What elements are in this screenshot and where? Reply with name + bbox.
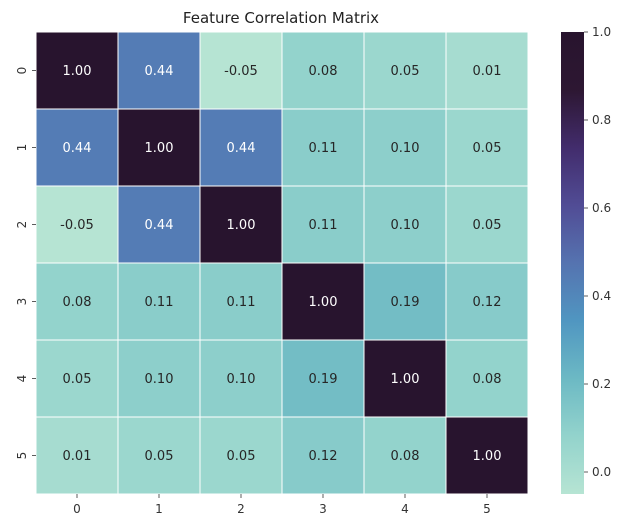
heatmap-cell [363,185,447,264]
heatmap-cell-label: 0.44 [145,64,174,79]
colorbar [561,32,584,494]
heatmap-cell [363,31,447,110]
colorbar-tick-label: 0.6 [592,201,611,215]
y-tick-label: 3 [15,298,29,306]
heatmap-cell-label: -0.05 [224,64,258,79]
heatmap-cell-label: 0.05 [391,64,420,79]
heatmap-cell-label: 1.00 [63,64,92,79]
heatmap-cell [35,262,119,341]
heatmap-cell-label: 0.05 [473,141,502,156]
heatmap-cell-label: 0.44 [63,141,92,156]
heatmap-cell [117,31,201,110]
heatmap-cell-label: 0.05 [63,372,92,387]
colorbar-tick-label: 0.8 [592,113,611,127]
heatmap-cell-label: 0.10 [391,141,420,156]
heatmap-cell-label: 0.05 [473,218,502,233]
heatmap-cell-label: 0.08 [473,372,502,387]
x-tick-label: 3 [319,502,327,516]
heatmap-cell-label: 0.08 [309,64,338,79]
heatmap-cell-label: 0.05 [145,449,174,464]
heatmap-cell-label: 0.10 [145,372,174,387]
heatmap-cell [281,108,365,187]
colorbar-tick-label: 0.2 [592,377,611,391]
heatmap-cell [363,339,447,418]
heatmap-cell-label: 1.00 [391,372,420,387]
heatmap-cell-label: 1.00 [309,295,338,310]
heatmap-cell-label: 0.08 [63,295,92,310]
x-tick-label: 0 [73,502,81,516]
heatmap-cell-label: 0.19 [309,372,338,387]
heatmap-cell [445,416,529,495]
heatmap-cell [445,339,529,418]
x-axis-ticks: 0 1 2 3 4 5 [73,494,491,516]
y-tick-label: 5 [15,452,29,460]
heatmap-cell [281,262,365,341]
heatmap-cell-label: 1.00 [473,449,502,464]
colorbar-tick-label: 1.0 [592,25,611,39]
heatmap-cell-label: 0.11 [309,141,338,156]
heatmap-cell [117,185,201,264]
heatmap-cell [281,31,365,110]
heatmap-cell-label: 0.10 [227,372,256,387]
heatmap-cell [445,262,529,341]
heatmap-cell-label: 0.05 [227,449,256,464]
heatmap-cell-label: 0.01 [473,64,502,79]
heatmap-cell [35,31,119,110]
heatmap-cell-label: 0.11 [227,295,256,310]
x-tick-label: 1 [155,502,163,516]
heatmap-cell-label: 0.12 [473,295,502,310]
heatmap-cell-label: 0.19 [391,295,420,310]
heatmap-cell-label: 0.11 [145,295,174,310]
heatmap-cell [445,31,529,110]
chart-title: Feature Correlation Matrix [183,9,379,27]
y-tick-label: 4 [15,375,29,383]
heatmap-cell [117,262,201,341]
heatmap-cell-label: 0.11 [309,218,338,233]
heatmap-cell [445,185,529,264]
heatmap-cell-label: 1.00 [145,141,174,156]
heatmap-cell [117,108,201,187]
x-tick-label: 2 [237,502,245,516]
heatmap-cell [445,108,529,187]
x-tick-label: 5 [483,502,491,516]
heatmap-cell [363,416,447,495]
heatmap-cells [35,31,529,495]
heatmap-cell [199,31,283,110]
heatmap-cell [281,185,365,264]
heatmap-cell-label: 0.44 [145,218,174,233]
heatmap-cell [35,185,119,264]
heatmap-cell-label: 0.08 [391,449,420,464]
heatmap-cell [363,262,447,341]
heatmap-cell-label: -0.05 [60,218,94,233]
heatmap-cell [199,262,283,341]
heatmap-cell [35,416,119,495]
colorbar-tick-label: 0.4 [592,289,611,303]
heatmap-cell-label: 1.00 [227,218,256,233]
y-tick-label: 2 [15,221,29,229]
colorbar-tick-label: 0.0 [592,465,611,479]
y-tick-label: 0 [15,67,29,75]
heatmap-cell-label: 0.12 [309,449,338,464]
heatmap-cell-label: 0.01 [63,449,92,464]
heatmap-cell [35,339,119,418]
x-tick-label: 4 [401,502,409,516]
heatmap-cell-labels: 1.00 0.44 -0.05 0.08 0.05 0.01 0.44 1.00 0.44 0.1… [60,64,501,464]
heatmap-cell [199,339,283,418]
y-tick-label: 1 [15,144,29,152]
heatmap-cell [281,339,365,418]
heatmap-cell-label: 0.44 [227,141,256,156]
colorbar-ticks: 0.0 0.2 0.4 0.6 0.8 1.0 [584,25,611,479]
y-axis-ticks: 0 1 2 3 4 5 [15,67,36,460]
heatmap-cell-label: 0.10 [391,218,420,233]
